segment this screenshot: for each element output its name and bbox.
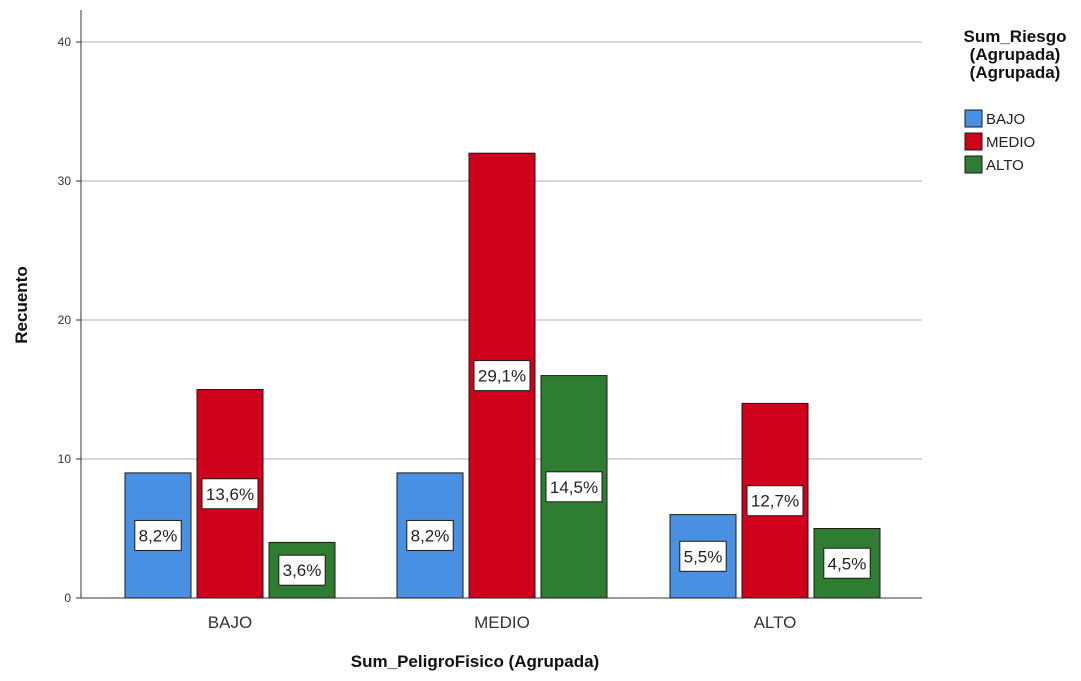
data-label: 12,7% xyxy=(746,485,804,517)
data-label: 4,5% xyxy=(823,547,871,579)
y-tick-label: 30 xyxy=(58,174,72,188)
x-tick-label: BAJO xyxy=(208,613,252,632)
data-label-box xyxy=(823,547,871,579)
legend-title: Sum_Riesgo xyxy=(964,27,1067,46)
data-label: 5,5% xyxy=(679,540,727,572)
data-label-box xyxy=(746,485,804,517)
data-label-box xyxy=(473,360,531,392)
data-label-box xyxy=(134,519,182,551)
legend-item-bajo: BAJO xyxy=(964,109,1025,128)
data-label-text: 3,6% xyxy=(283,561,322,580)
y-tick-label: 40 xyxy=(58,35,72,49)
x-tick-label: MEDIO xyxy=(474,613,530,632)
data-label: 13,6% xyxy=(201,478,259,510)
data-label-text: 14,5% xyxy=(550,478,598,497)
legend-title: (Agrupada) xyxy=(970,45,1061,64)
legend-swatch xyxy=(964,132,983,151)
data-label: 29,1% xyxy=(473,360,531,392)
legend-label: MEDIO xyxy=(986,134,1035,151)
data-label-text: 5,5% xyxy=(684,547,723,566)
legend-swatch xyxy=(964,109,983,128)
legend: Sum_Riesgo(Agrupada)(Agrupada)BAJOMEDIOA… xyxy=(964,27,1067,174)
data-label-box xyxy=(679,540,727,572)
y-tick-label: 20 xyxy=(58,313,72,327)
data-label-text: 29,1% xyxy=(478,367,526,386)
x-tick-label: ALTO xyxy=(754,613,797,632)
data-label-text: 13,6% xyxy=(206,485,254,504)
y-tick-label: 10 xyxy=(58,452,72,466)
data-label-box xyxy=(545,471,603,503)
data-label: 8,2% xyxy=(406,519,454,551)
legend-item-alto: ALTO xyxy=(964,155,1024,174)
data-label-box xyxy=(406,519,454,551)
data-label: 8,2% xyxy=(134,519,182,551)
legend-item-medio: MEDIO xyxy=(964,132,1035,151)
data-label-box xyxy=(278,554,326,586)
data-label-text: 8,2% xyxy=(139,526,178,545)
x-axis-title: Sum_PeligroFisico (Agrupada) xyxy=(351,652,599,671)
data-label-text: 4,5% xyxy=(828,554,867,573)
legend-label: ALTO xyxy=(986,157,1024,174)
data-label: 14,5% xyxy=(545,471,603,503)
legend-title: (Agrupada) xyxy=(970,63,1061,82)
data-label-text: 8,2% xyxy=(411,526,450,545)
legend-label: BAJO xyxy=(986,111,1025,128)
data-label-text: 12,7% xyxy=(751,492,799,511)
y-axis-title: Recuento xyxy=(12,266,31,343)
data-label-box xyxy=(201,478,259,510)
legend-swatch xyxy=(964,155,983,174)
data-label: 3,6% xyxy=(278,554,326,586)
data-labels: 8,2% 13,6% 3,6% 8,2% 29,1% 14,5% 5,5% 12,7% 4,5% xyxy=(134,360,871,586)
y-tick-label: 0 xyxy=(64,591,71,605)
